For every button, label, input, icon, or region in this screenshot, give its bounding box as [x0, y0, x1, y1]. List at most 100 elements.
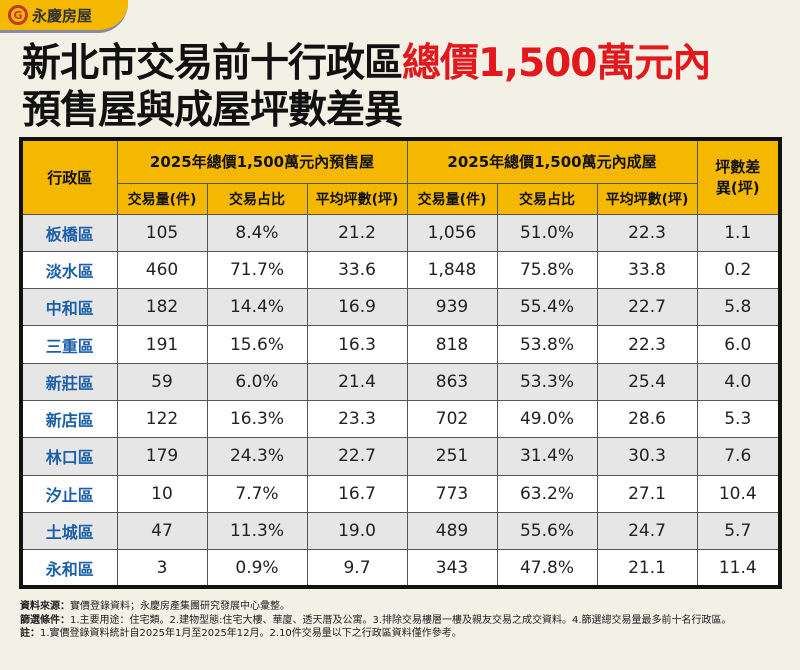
table-row: 中和區 182 14.4% 16.9 939 55.4% 22.7 5.8: [20, 288, 781, 327]
value-cell: 59: [116, 362, 208, 401]
value-cell: 33.8: [596, 250, 698, 290]
value-cell: 16.9: [306, 288, 408, 327]
brand-logo: G 永慶房屋: [0, 0, 128, 33]
district-cell: 林口區: [20, 437, 118, 476]
value-cell: 343: [406, 549, 498, 588]
value-cell: 10: [116, 474, 208, 513]
table-row: 土城區 47 11.3% 19.0 489 55.6% 24.7 5.7: [20, 511, 781, 551]
value-cell: 25.4: [596, 362, 698, 401]
value-cell: 55.4%: [496, 288, 598, 327]
title-line2: 預售屋與成屋坪數差異: [22, 88, 403, 133]
value-cell: 22.7: [596, 288, 698, 327]
value-cell: 1.1: [696, 213, 781, 252]
value-cell: 7.7%: [206, 474, 308, 513]
value-cell: 16.7: [306, 474, 408, 513]
table-row: 三重區 191 15.6% 16.3 818 53.8% 22.3 6.0: [20, 325, 781, 364]
diff-header: 坪數差異(坪): [696, 138, 781, 215]
value-cell: 818: [406, 325, 498, 364]
district-cell: 三重區: [20, 325, 118, 364]
district-cell: 板橋區: [20, 213, 118, 252]
value-cell: 3: [116, 549, 208, 588]
value-cell: 75.8%: [496, 250, 598, 290]
district-cell: 汐止區: [20, 474, 118, 513]
value-cell: 179: [116, 437, 208, 476]
value-cell: 22.7: [306, 437, 408, 476]
note-label: 註：: [20, 628, 40, 639]
value-cell: 53.8%: [496, 325, 598, 364]
value-cell: 182: [116, 288, 208, 327]
value-cell: 47.8%: [496, 549, 598, 588]
value-cell: 11.4: [696, 549, 781, 588]
table-row: 淡水區 460 71.7% 33.6 1,848 75.8% 33.8 0.2: [20, 250, 781, 290]
value-cell: 19.0: [306, 511, 408, 551]
value-cell: 5.3: [696, 399, 781, 439]
value-cell: 251: [406, 437, 498, 476]
value-cell: 122: [116, 399, 208, 439]
value-cell: 33.6: [306, 250, 408, 290]
sub-header: 交易占比: [206, 182, 308, 215]
value-cell: 23.3: [306, 399, 408, 439]
comparison-table: 行政區 2025年總價1,500萬元內預售屋 2025年總價1,500萬元內成屋…: [19, 137, 782, 589]
value-cell: 30.3: [596, 437, 698, 476]
district-cell: 新店區: [20, 399, 118, 439]
value-cell: 51.0%: [496, 213, 598, 252]
table-row: 新店區 122 16.3% 23.3 702 49.0% 28.6 5.3: [20, 399, 781, 439]
value-cell: 53.3%: [496, 362, 598, 401]
value-cell: 460: [116, 250, 208, 290]
value-cell: 773: [406, 474, 498, 513]
district-cell: 淡水區: [20, 250, 118, 290]
sub-header: 交易占比: [496, 182, 598, 215]
table-row: 汐止區 10 7.7% 16.7 773 63.2% 27.1 10.4: [20, 474, 781, 513]
value-cell: 6.0: [696, 325, 781, 364]
district-cell: 新莊區: [20, 362, 118, 401]
district-header: 行政區: [20, 138, 118, 215]
value-cell: 28.6: [596, 399, 698, 439]
value-cell: 16.3%: [206, 399, 308, 439]
value-cell: 7.6: [696, 437, 781, 476]
table-row: 永和區 3 0.9% 9.7 343 47.8% 21.1 11.4: [20, 549, 781, 588]
value-cell: 63.2%: [496, 474, 598, 513]
value-cell: 702: [406, 399, 498, 439]
page-title: 新北市交易前十行政區總價1,500萬元內 預售屋與成屋坪數差異: [22, 40, 711, 134]
value-cell: 105: [116, 213, 208, 252]
value-cell: 5.7: [696, 511, 781, 551]
value-cell: 21.4: [306, 362, 408, 401]
value-cell: 22.3: [596, 325, 698, 364]
note-text: 1.實價登錄資料統計自2025年1月至2025年12月。2.10件交易量以下之行…: [40, 628, 462, 639]
value-cell: 24.7: [596, 511, 698, 551]
title-line1: 新北市交易前十行政區: [22, 41, 403, 86]
brand-logo-icon: G: [8, 5, 28, 25]
value-cell: 191: [116, 325, 208, 364]
source-label: 資料來源：: [20, 601, 70, 612]
value-cell: 489: [406, 511, 498, 551]
value-cell: 6.0%: [206, 362, 308, 401]
footnotes: 資料來源：實價登錄資料；永慶房產集團研究發展中心彙整。 篩選條件：1.主要用途：…: [20, 600, 780, 641]
value-cell: 27.1: [596, 474, 698, 513]
district-cell: 土城區: [20, 511, 118, 551]
sub-header: 交易量(件): [406, 182, 498, 215]
value-cell: 15.6%: [206, 325, 308, 364]
filter-label: 篩選條件：: [20, 614, 70, 626]
value-cell: 31.4%: [496, 437, 598, 476]
value-cell: 10.4: [696, 474, 781, 513]
value-cell: 14.4%: [206, 288, 308, 327]
value-cell: 5.8: [696, 288, 781, 327]
table-row: 林口區 179 24.3% 22.7 251 31.4% 30.3 7.6: [20, 437, 781, 476]
district-cell: 中和區: [20, 288, 118, 327]
value-cell: 16.3: [306, 325, 408, 364]
filter-text: 1.主要用途：住宅類。2.建物型態:住宅大樓、華廈、透天厝及公寓。3.排除交易樓…: [70, 614, 732, 626]
value-cell: 0.9%: [206, 549, 308, 588]
value-cell: 8.4%: [206, 213, 308, 252]
value-cell: 0.2: [696, 250, 781, 290]
value-cell: 24.3%: [206, 437, 308, 476]
value-cell: 1,848: [406, 250, 498, 290]
title-highlight: 總價1,500萬元內: [402, 41, 711, 86]
table-row: 板橋區 105 8.4% 21.2 1,056 51.0% 22.3 1.1: [20, 213, 781, 252]
sub-header: 交易量(件): [116, 182, 208, 215]
sub-header: 平均坪數(坪): [596, 182, 698, 215]
value-cell: 1,056: [406, 213, 498, 252]
value-cell: 9.7: [306, 549, 408, 588]
district-cell: 永和區: [20, 549, 118, 588]
value-cell: 22.3: [596, 213, 698, 252]
value-cell: 49.0%: [496, 399, 598, 439]
